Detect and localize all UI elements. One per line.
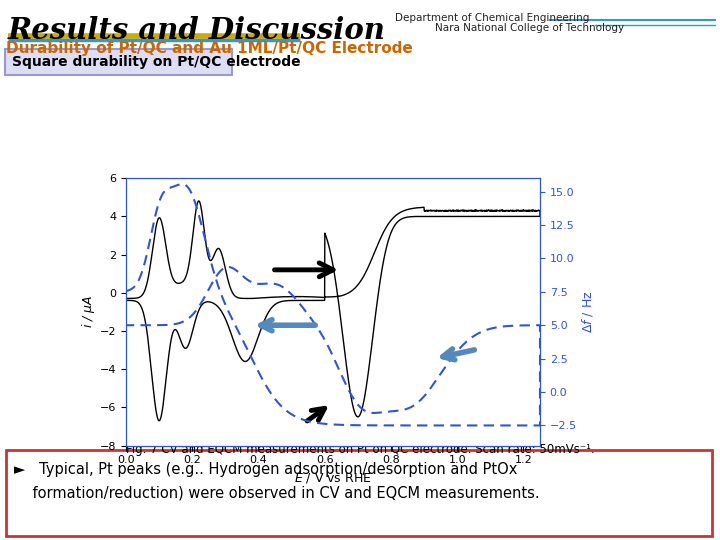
Y-axis label: $\Delta f$ / Hz: $\Delta f$ / Hz: [580, 291, 595, 333]
Text: Results and Discussion: Results and Discussion: [8, 16, 386, 45]
Text: Durability of Pt/QC and Au 1ML/Pt/QC Electrode: Durability of Pt/QC and Au 1ML/Pt/QC Ele…: [6, 41, 413, 56]
Text: Fig. 7 CV and EQCM measurements on Pt on QC electrode. Scan rate: 50mVs⁻¹.: Fig. 7 CV and EQCM measurements on Pt on…: [125, 443, 595, 456]
X-axis label: $E$ / V vs RHE: $E$ / V vs RHE: [294, 471, 372, 485]
FancyBboxPatch shape: [5, 49, 232, 75]
Text: Square durability on Pt/QC electrode: Square durability on Pt/QC electrode: [12, 55, 301, 69]
Text: ►   Typical, Pt peaks (e.g.. Hydrogen adsorption/desorption and PtOx: ► Typical, Pt peaks (e.g.. Hydrogen adso…: [14, 462, 518, 477]
FancyBboxPatch shape: [6, 450, 712, 536]
Text: Department of Chemical Engineering: Department of Chemical Engineering: [395, 13, 590, 23]
Y-axis label: $i$ / μA: $i$ / μA: [80, 295, 97, 328]
Text: Nara National College of Technology: Nara National College of Technology: [435, 23, 624, 33]
Text: formation/reduction) were observed in CV and EQCM measurements.: formation/reduction) were observed in CV…: [14, 485, 539, 500]
